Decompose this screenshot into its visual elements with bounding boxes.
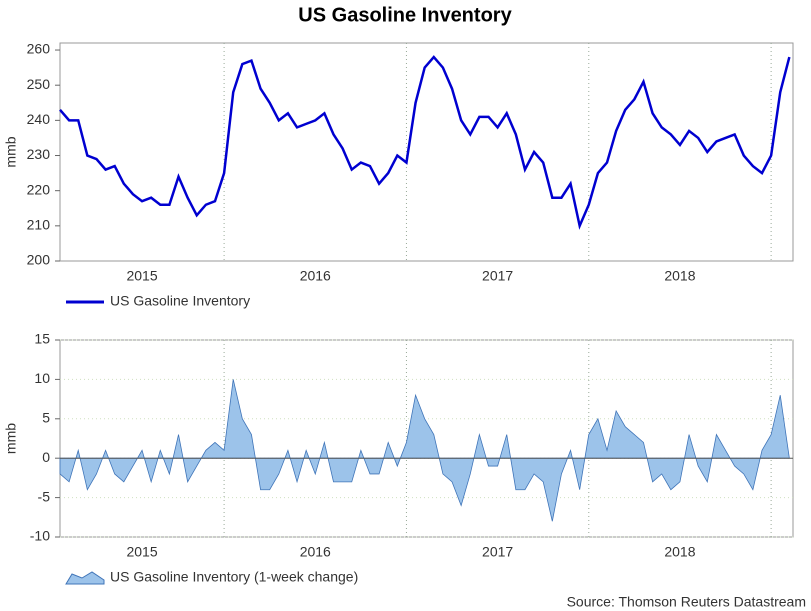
y-tick-label: 15 bbox=[34, 331, 50, 347]
y-tick-label: 240 bbox=[27, 111, 51, 127]
y-tick-label: 230 bbox=[27, 146, 51, 162]
legend-swatch bbox=[65, 571, 105, 585]
x-tick-label: 2015 bbox=[126, 268, 157, 284]
y-tick-label: 210 bbox=[27, 217, 51, 233]
x-tick-label: 2017 bbox=[482, 544, 513, 560]
legend-label: US Gasoline Inventory (1-week change) bbox=[110, 569, 358, 585]
y-tick-label: 0 bbox=[42, 449, 50, 465]
y-axis-label: mmb bbox=[3, 136, 19, 167]
y-tick-label: 220 bbox=[27, 181, 51, 197]
x-tick-label: 2015 bbox=[126, 544, 157, 560]
line-series bbox=[59, 55, 791, 230]
y-tick-label: 260 bbox=[27, 41, 51, 57]
y-tick-label: -5 bbox=[38, 488, 51, 504]
y-tick-label: 5 bbox=[42, 410, 50, 426]
area-series bbox=[59, 379, 790, 522]
plot-area bbox=[59, 42, 794, 262]
source: Source: Thomson Reuters Datastream bbox=[567, 594, 806, 610]
y-tick-label: 10 bbox=[34, 370, 50, 386]
legend-label: US Gasoline Inventory bbox=[110, 293, 250, 309]
y-tick-label: 200 bbox=[27, 252, 51, 268]
chart-title: US Gasoline Inventory bbox=[298, 4, 512, 26]
y-tick-label: -10 bbox=[30, 528, 50, 544]
y-axis-label: mmb bbox=[3, 423, 19, 454]
x-tick-label: 2018 bbox=[664, 544, 695, 560]
y-tick-label: 250 bbox=[27, 76, 51, 92]
plot-area bbox=[59, 339, 794, 538]
x-tick-label: 2017 bbox=[482, 268, 513, 284]
x-tick-label: 2016 bbox=[300, 268, 331, 284]
x-tick-label: 2018 bbox=[664, 268, 695, 284]
x-tick-label: 2016 bbox=[300, 544, 331, 560]
